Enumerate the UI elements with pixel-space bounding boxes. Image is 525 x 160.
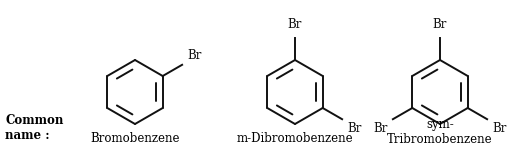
Text: Br: Br [348,122,362,135]
Text: m-Dibromobenzene: m-Dibromobenzene [237,132,353,145]
Text: sym-
Tribromobenzene: sym- Tribromobenzene [387,118,493,146]
Text: Bromobenzene: Bromobenzene [90,132,180,145]
Text: Br: Br [492,122,507,135]
Text: Br: Br [433,18,447,31]
Text: Br: Br [288,18,302,31]
Text: Br: Br [187,49,202,62]
Text: Br: Br [373,122,387,135]
Text: Common
name :: Common name : [5,114,64,142]
